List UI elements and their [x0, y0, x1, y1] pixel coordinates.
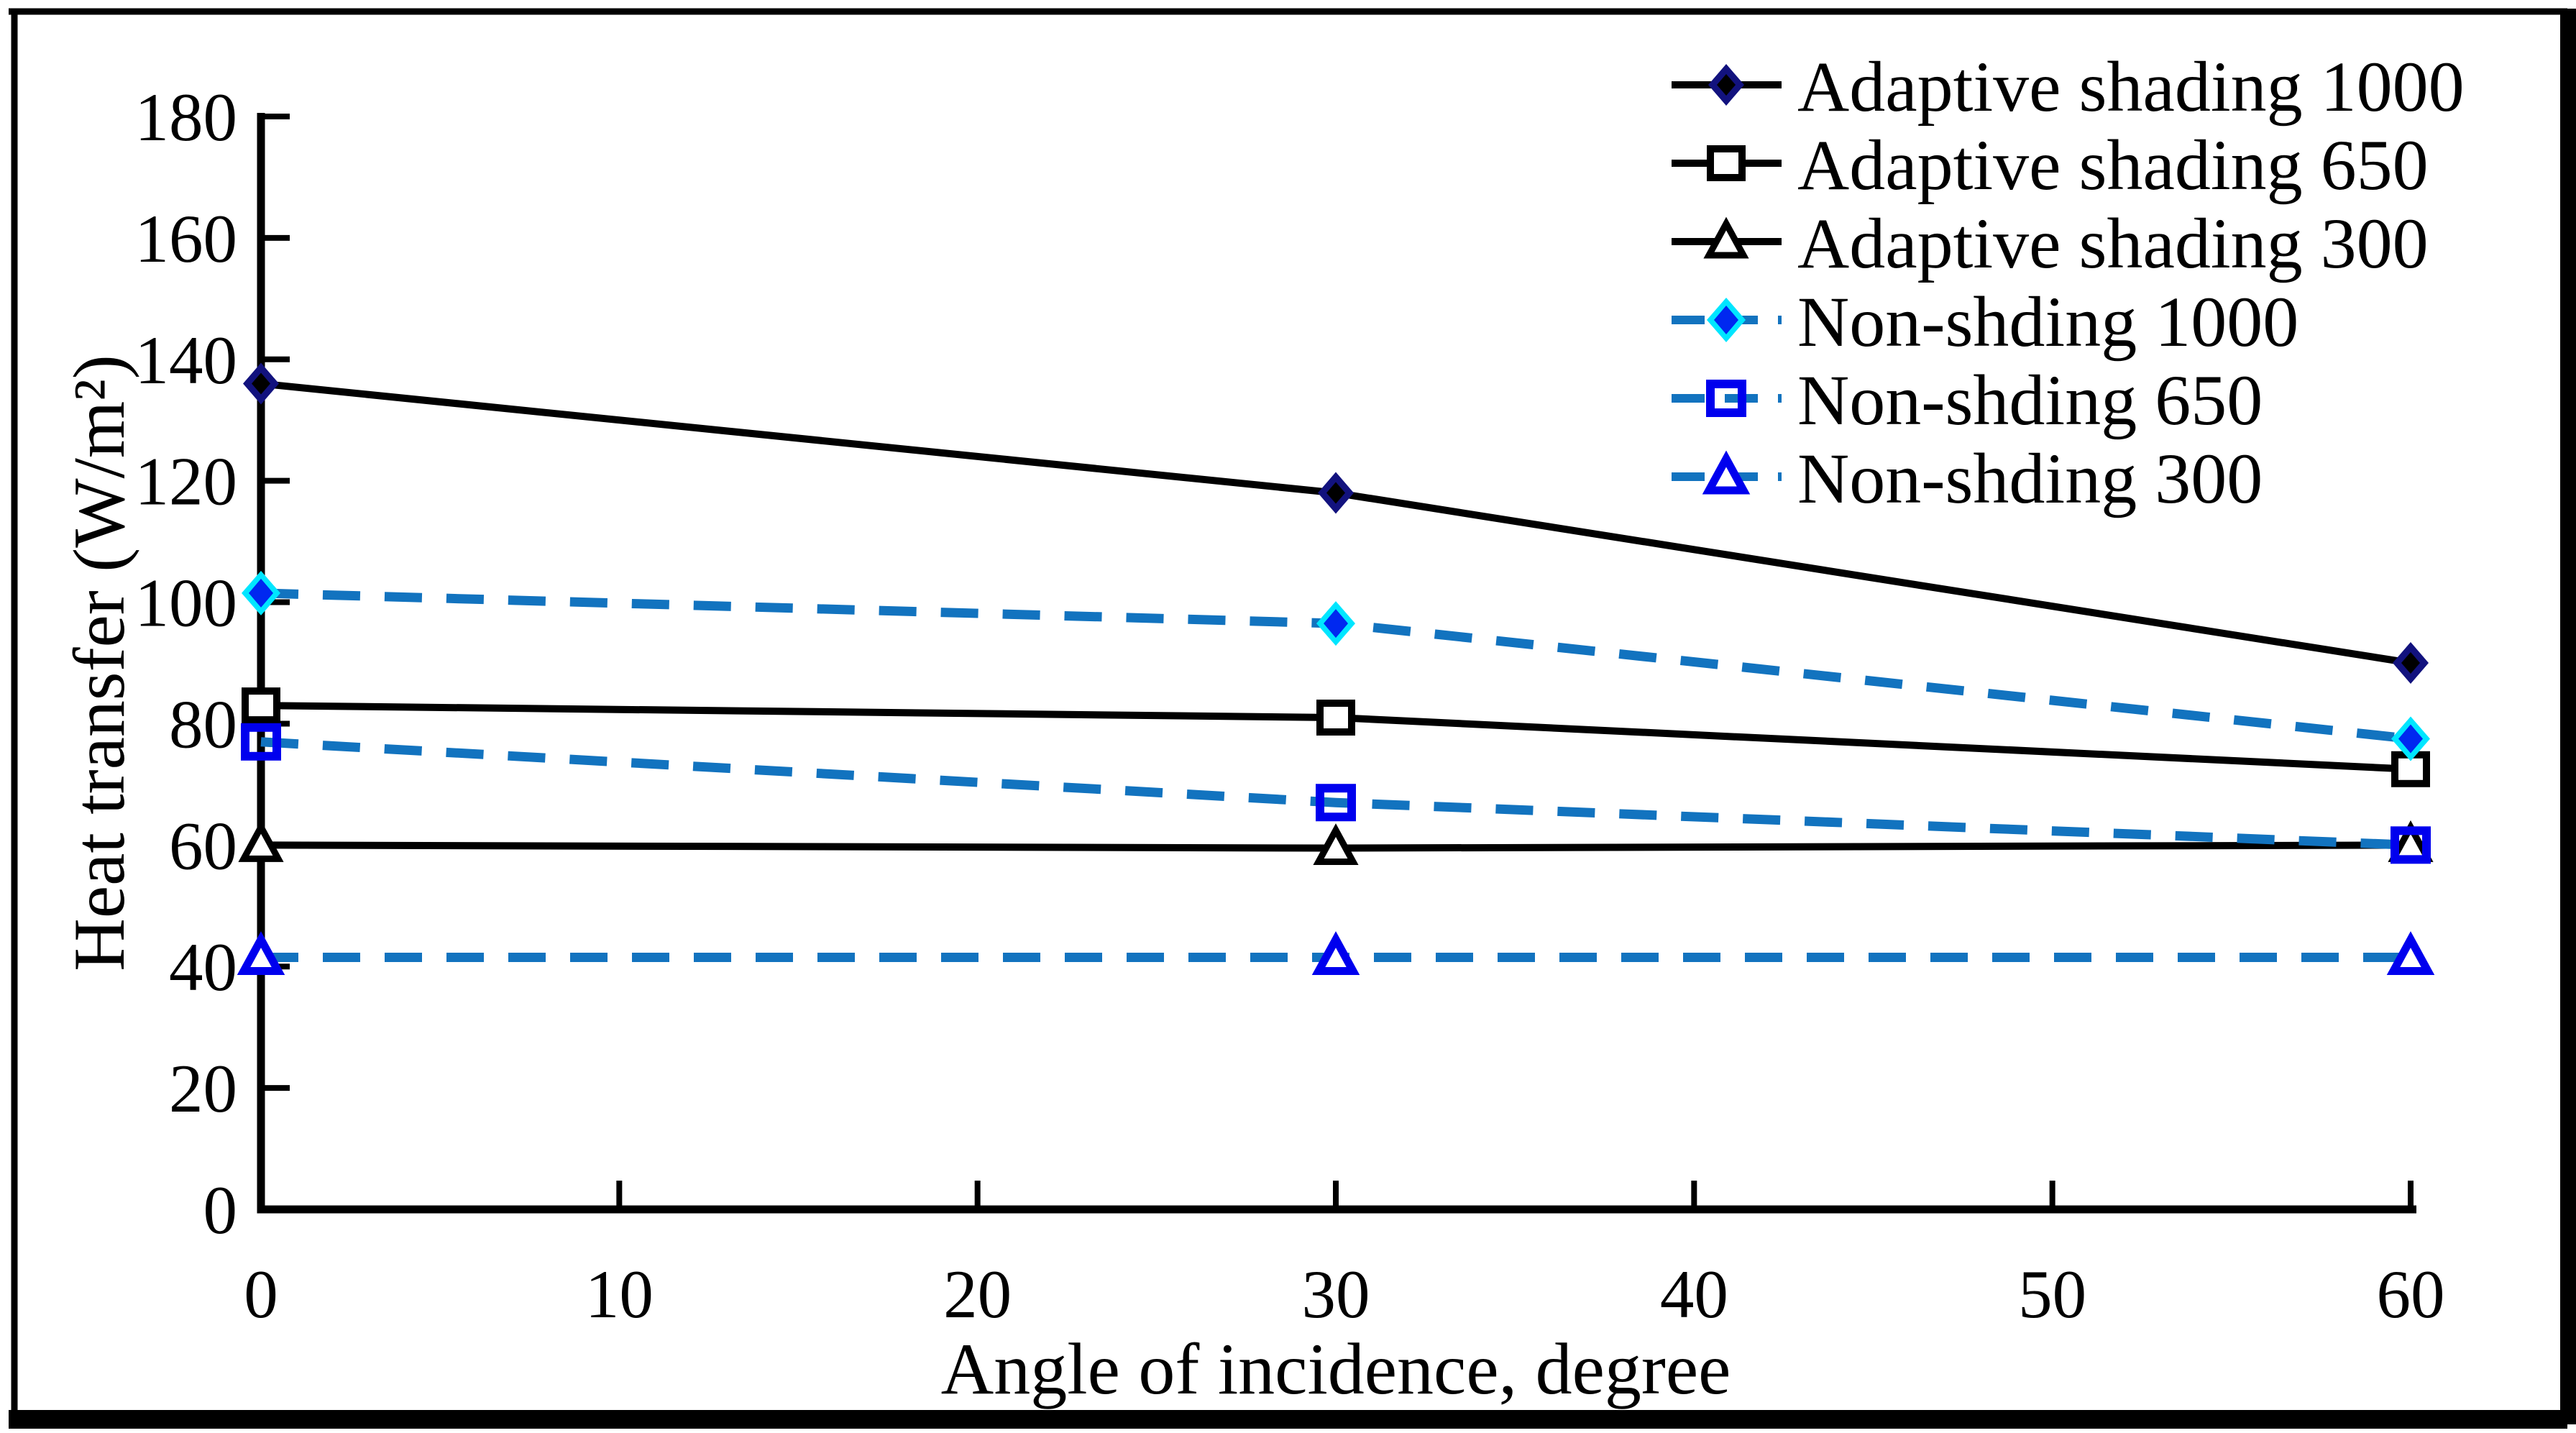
marker-square-blue	[241, 723, 281, 761]
legend-label: Non-shding 1000	[1797, 282, 2298, 362]
marker-triangle-black	[238, 820, 284, 862]
y-tick-label: 80	[169, 686, 237, 762]
marker-square-black	[1316, 700, 1355, 736]
x-tick-label: 10	[585, 1256, 654, 1332]
marker-diamond-core	[2401, 652, 2420, 674]
x-tick-label: 40	[1660, 1256, 1728, 1332]
marker-triangle-blue	[2386, 931, 2435, 976]
marker-diamond-core	[252, 372, 270, 395]
marker-diamond-core	[1717, 74, 1736, 96]
legend-label: Non-shding 300	[1797, 439, 2263, 518]
legend-label: Adaptive shading 1000	[1797, 47, 2465, 127]
marker-diamond-core	[1326, 482, 1345, 504]
y-tick-label: 60	[169, 807, 237, 884]
marker-square-black	[1707, 145, 1746, 181]
marker-triangle-blue	[1311, 931, 1360, 976]
x-tick-label: 20	[943, 1256, 1012, 1332]
legend-label: Non-shding 650	[1797, 360, 2263, 440]
marker-triangle-black	[1313, 823, 1359, 866]
y-tick-label: 120	[135, 444, 238, 520]
marker-square-black	[242, 687, 280, 724]
marker-square-blue	[2391, 826, 2431, 864]
marker-triangle-black	[1703, 216, 1749, 259]
marker-triangle-blue	[237, 931, 285, 976]
marker-diamond-blue-core	[249, 578, 273, 608]
y-tick-label: 100	[135, 565, 238, 641]
y-tick-label: 140	[135, 322, 238, 398]
x-tick-label: 30	[1302, 1256, 1370, 1332]
legend-label: Adaptive shading 650	[1797, 125, 2429, 205]
legend-label: Adaptive shading 300	[1797, 203, 2429, 283]
x-axis-title: Angle of incidence, degree	[941, 1329, 1731, 1410]
y-tick-label: 20	[169, 1050, 237, 1127]
y-tick-label: 40	[169, 929, 237, 1005]
marker-square-blue	[1316, 784, 1356, 822]
x-tick-label: 0	[244, 1256, 278, 1332]
marker-triangle-blue	[1702, 450, 1751, 495]
y-tick-label: 160	[135, 201, 238, 277]
y-tick-label: 0	[203, 1172, 238, 1248]
marker-square-blue	[1706, 380, 1746, 417]
x-tick-label: 60	[2377, 1256, 2445, 1332]
marker-diamond-blue-core	[1714, 306, 1738, 334]
y-axis-title: Heat transfer (W/m²)	[59, 354, 140, 971]
y-tick-label: 180	[135, 79, 238, 155]
marker-diamond-blue-core	[1324, 609, 1348, 638]
x-tick-label: 50	[2018, 1256, 2086, 1332]
marker-diamond-blue-core	[2398, 724, 2423, 754]
series-line-4	[260, 737, 2411, 850]
